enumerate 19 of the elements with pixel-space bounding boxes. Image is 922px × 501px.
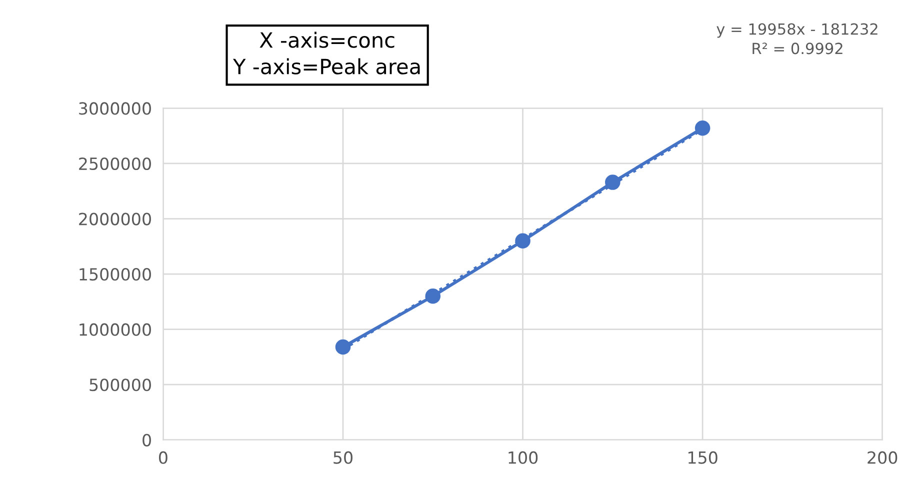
x-tick-label: 50 xyxy=(334,451,352,464)
y-tick-label: 1500000 xyxy=(80,268,151,281)
y-tick-label: 3000000 xyxy=(79,102,151,115)
y-tick-label: 0 xyxy=(142,434,151,446)
point xyxy=(515,233,530,249)
x-tick-label: 150 xyxy=(688,451,718,464)
y-tick-label: 500000 xyxy=(90,378,151,392)
text: y = 19958x - 181232 R² = 0.9992 xyxy=(716,23,878,54)
text: X -axis=conc Y -axis=Peak area xyxy=(232,32,420,74)
x-tick-label: 100 xyxy=(508,451,538,464)
point xyxy=(425,288,441,304)
point xyxy=(694,120,710,136)
point xyxy=(605,174,620,190)
y-tick-label: 1000000 xyxy=(80,323,151,336)
y-tick-label: 2000000 xyxy=(79,212,151,226)
y-tick-label: 2500000 xyxy=(79,157,151,170)
point xyxy=(335,339,351,355)
x-tick-label: 0 xyxy=(158,451,168,464)
x-tick-label: 200 xyxy=(868,451,898,464)
